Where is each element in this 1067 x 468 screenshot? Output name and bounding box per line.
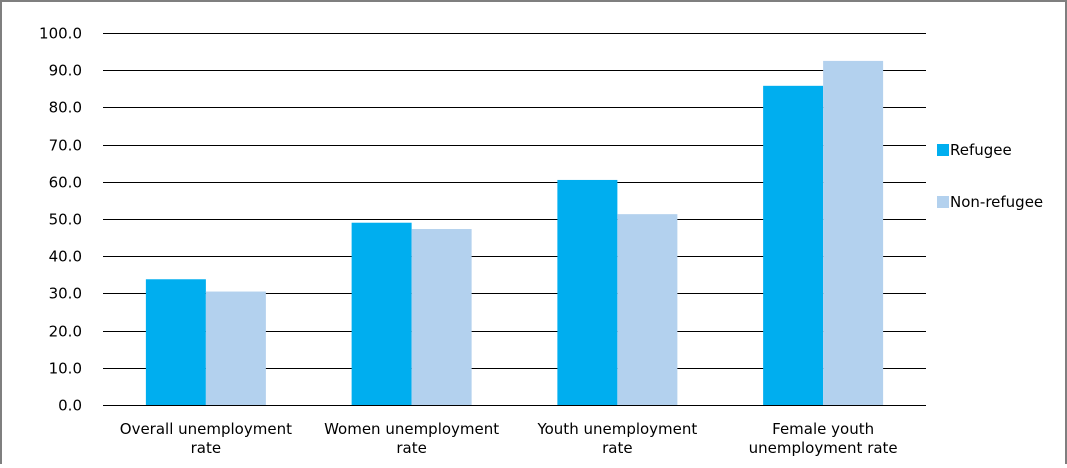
x-category-label: Overall unemployment <box>120 420 292 438</box>
y-tick-label: 40.0 <box>49 248 82 266</box>
legend-item: Refugee <box>937 141 1012 159</box>
x-category-label: Youth unemployment <box>536 420 697 438</box>
bar-refugee <box>763 85 824 405</box>
y-tick-label: 50.0 <box>49 211 82 229</box>
bar-non-refugee <box>823 60 884 406</box>
y-tick-label: 70.0 <box>49 137 82 155</box>
y-tick-label: 10.0 <box>49 360 82 378</box>
bar-refugee <box>557 179 618 405</box>
x-category-label: Women unemployment <box>324 420 499 438</box>
x-category-label: unemployment rate <box>749 439 898 457</box>
y-tick-label: 60.0 <box>49 174 82 192</box>
y-tick-label: 100.0 <box>39 25 82 43</box>
bar-refugee <box>351 222 412 405</box>
bar-non-refugee <box>205 291 266 405</box>
bar-non-refugee <box>411 229 472 405</box>
x-category-label: rate <box>191 439 221 457</box>
bars <box>145 60 884 406</box>
bar-refugee <box>145 279 206 405</box>
bar-non-refugee <box>617 214 678 405</box>
legend-swatch <box>937 196 949 208</box>
y-tick-label: 90.0 <box>49 62 82 80</box>
y-tick-label: 0.0 <box>58 397 82 415</box>
y-axis-tick-labels: 0.0 10.0 20.0 30.0 40.0 50.0 60.0 70.0 80.0 90.0 1… <box>39 25 82 415</box>
x-category-label: rate <box>396 439 426 457</box>
x-category-label: Female youth <box>772 420 874 438</box>
y-tick-label: 30.0 <box>49 285 82 303</box>
legend-label: Non-refugee <box>950 193 1043 211</box>
legend-item: Non-refugee <box>937 193 1043 211</box>
legend-swatch <box>937 144 949 156</box>
x-category-label: rate <box>602 439 632 457</box>
legend: Refugee Non-refugee <box>937 141 1043 211</box>
legend-label: Refugee <box>950 141 1012 159</box>
y-tick-label: 80.0 <box>49 99 82 117</box>
y-tick-label: 20.0 <box>49 323 82 341</box>
